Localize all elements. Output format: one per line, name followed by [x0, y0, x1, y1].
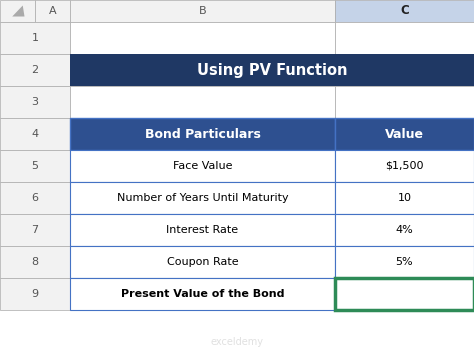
- Bar: [335, 278, 474, 310]
- Bar: [70, 246, 335, 278]
- Bar: [0, 182, 70, 214]
- Bar: [335, 182, 474, 214]
- Text: 7: 7: [31, 225, 38, 235]
- Bar: [70, 54, 335, 86]
- Bar: [0, 118, 70, 150]
- Bar: [0, 0, 35, 22]
- Bar: [335, 150, 474, 182]
- Text: Coupon Rate: Coupon Rate: [167, 257, 238, 267]
- Bar: [70, 246, 335, 278]
- Bar: [35, 0, 70, 22]
- Bar: [0, 214, 70, 246]
- Text: 10: 10: [398, 193, 411, 203]
- Text: 1: 1: [31, 33, 38, 43]
- Bar: [335, 214, 474, 246]
- Polygon shape: [12, 6, 25, 17]
- Bar: [335, 118, 474, 150]
- Text: Value: Value: [385, 127, 424, 141]
- Text: 3: 3: [31, 97, 38, 107]
- Bar: [335, 22, 474, 54]
- Text: 2: 2: [31, 65, 38, 75]
- Bar: [70, 182, 335, 214]
- Bar: [70, 118, 335, 150]
- Bar: [70, 86, 335, 118]
- Text: Bond Particulars: Bond Particulars: [145, 127, 260, 141]
- Bar: [335, 246, 474, 278]
- Bar: [70, 214, 335, 246]
- Text: B: B: [199, 6, 206, 16]
- Text: Face Value: Face Value: [173, 161, 232, 171]
- Text: Present Value of the Bond: Present Value of the Bond: [121, 289, 284, 299]
- Bar: [335, 214, 474, 246]
- Bar: [0, 22, 70, 54]
- Bar: [335, 278, 474, 310]
- Text: 4%: 4%: [396, 225, 413, 235]
- Bar: [70, 150, 335, 182]
- Bar: [335, 118, 474, 150]
- Text: 8: 8: [31, 257, 38, 267]
- Text: 5: 5: [31, 161, 38, 171]
- Text: A: A: [49, 6, 56, 16]
- Text: exceldemy: exceldemy: [210, 337, 264, 347]
- Bar: [70, 150, 335, 182]
- Text: Using PV Function: Using PV Function: [197, 63, 347, 78]
- Bar: [335, 0, 474, 22]
- Bar: [70, 54, 474, 86]
- Bar: [70, 22, 335, 54]
- Bar: [335, 86, 474, 118]
- Text: 9: 9: [31, 289, 38, 299]
- Bar: [70, 0, 335, 22]
- Bar: [335, 182, 474, 214]
- Bar: [70, 278, 335, 310]
- Bar: [335, 246, 474, 278]
- Bar: [0, 278, 70, 310]
- Text: 4: 4: [31, 129, 38, 139]
- Text: $1,500: $1,500: [385, 161, 424, 171]
- Bar: [0, 54, 70, 86]
- Bar: [0, 246, 70, 278]
- Bar: [70, 214, 335, 246]
- Text: 5%: 5%: [396, 257, 413, 267]
- Bar: [0, 86, 70, 118]
- Text: Interest Rate: Interest Rate: [166, 225, 238, 235]
- Bar: [70, 278, 335, 310]
- Bar: [70, 182, 335, 214]
- Text: Number of Years Until Maturity: Number of Years Until Maturity: [117, 193, 288, 203]
- Bar: [335, 278, 474, 310]
- Bar: [70, 118, 335, 150]
- Bar: [0, 150, 70, 182]
- Text: C: C: [400, 5, 409, 17]
- Bar: [335, 150, 474, 182]
- Text: 6: 6: [31, 193, 38, 203]
- Bar: [335, 54, 474, 86]
